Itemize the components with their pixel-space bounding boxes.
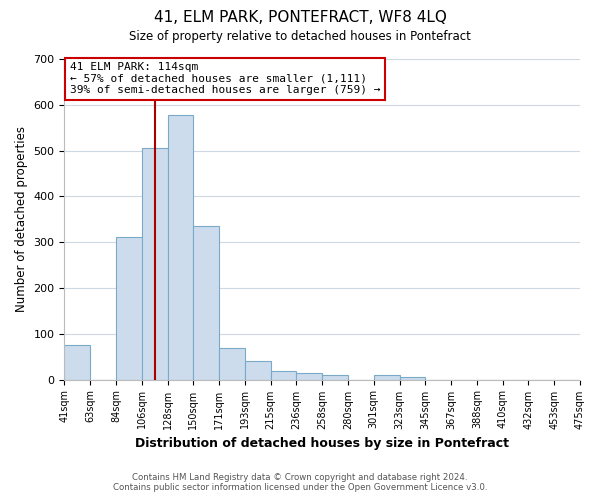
- Bar: [167, 115, 193, 380]
- Bar: [296, 372, 322, 380]
- Bar: [193, 226, 219, 380]
- Text: 41 ELM PARK: 114sqm
← 57% of detached houses are smaller (1,111)
39% of semi-det: 41 ELM PARK: 114sqm ← 57% of detached ho…: [70, 62, 380, 96]
- Bar: [64, 345, 90, 380]
- Bar: [245, 362, 271, 380]
- Text: Size of property relative to detached houses in Pontefract: Size of property relative to detached ho…: [129, 30, 471, 43]
- Bar: [142, 148, 167, 380]
- Bar: [116, 236, 142, 380]
- Bar: [374, 375, 400, 380]
- Bar: [271, 371, 296, 380]
- Bar: [400, 378, 425, 380]
- Bar: [322, 375, 348, 380]
- X-axis label: Distribution of detached houses by size in Pontefract: Distribution of detached houses by size …: [135, 437, 509, 450]
- Y-axis label: Number of detached properties: Number of detached properties: [15, 126, 28, 312]
- Text: 41, ELM PARK, PONTEFRACT, WF8 4LQ: 41, ELM PARK, PONTEFRACT, WF8 4LQ: [154, 10, 446, 25]
- Bar: [219, 348, 245, 380]
- Text: Contains HM Land Registry data © Crown copyright and database right 2024.
Contai: Contains HM Land Registry data © Crown c…: [113, 473, 487, 492]
